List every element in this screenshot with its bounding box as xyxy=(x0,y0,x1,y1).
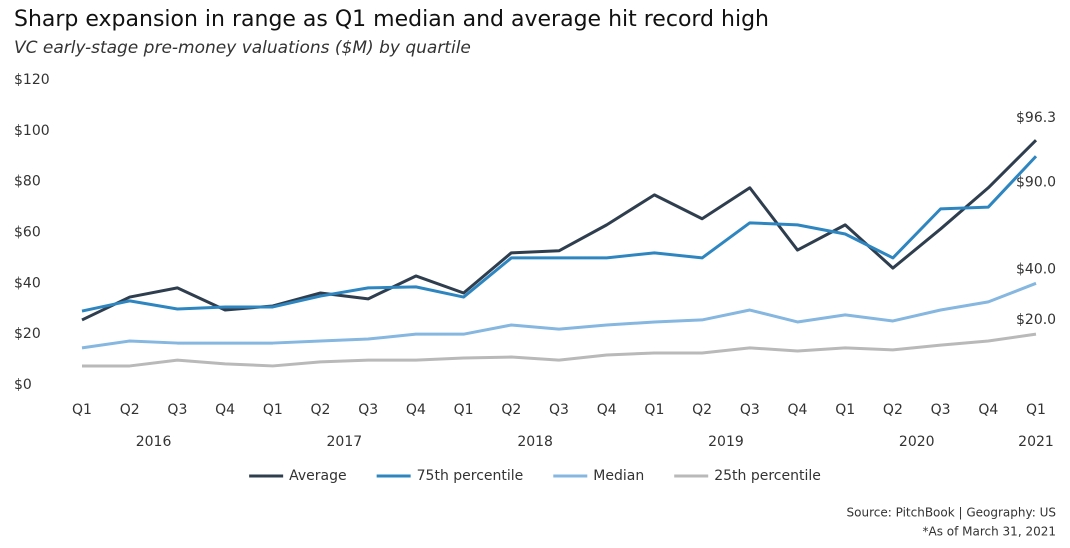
x-tick-label: Q1 xyxy=(835,402,855,418)
legend-label: 25th percentile xyxy=(714,468,821,484)
x-tick-label: Q2 xyxy=(311,402,331,418)
x-group-label: 2019 xyxy=(708,434,744,450)
x-tick-label: Q2 xyxy=(120,402,140,418)
x-tick-label: Q3 xyxy=(167,402,187,418)
x-tick-label: Q3 xyxy=(931,402,951,418)
y-tick-label: $20 xyxy=(14,326,41,342)
x-tick-label: Q2 xyxy=(692,402,712,418)
y-tick-label: $120 xyxy=(14,72,50,88)
x-tick-label: Q1 xyxy=(263,402,283,418)
legend-label: 75th percentile xyxy=(417,468,524,484)
x-tick-label: Q4 xyxy=(788,402,808,418)
value-label: $40.0 xyxy=(1016,261,1056,277)
legend-label: Average xyxy=(289,468,347,484)
x-tick-label: Q1 xyxy=(644,402,664,418)
series-line xyxy=(81,281,1037,350)
x-group-label: 2016 xyxy=(136,434,172,450)
x-tick-label: Q1 xyxy=(72,402,92,418)
x-group-label: 2017 xyxy=(327,434,363,450)
x-tick-label: Q4 xyxy=(406,402,426,418)
x-tick-label: Q3 xyxy=(358,402,378,418)
series-line xyxy=(81,139,1038,322)
x-tick-label: Q4 xyxy=(597,402,617,418)
series-line xyxy=(81,155,1038,313)
x-tick-label: Q3 xyxy=(740,402,760,418)
x-group-label: 2020 xyxy=(899,434,935,450)
chart-subtitle: VC early-stage pre-money valuations ($M)… xyxy=(14,38,471,58)
x-tick-label: Q4 xyxy=(215,402,235,418)
y-tick-label: $80 xyxy=(14,174,41,190)
y-tick-label: $100 xyxy=(14,123,50,139)
y-tick-label: $60 xyxy=(14,225,41,241)
value-label: $20.0 xyxy=(1016,312,1056,328)
y-tick-label: $40 xyxy=(14,275,41,291)
y-tick-label: $0 xyxy=(14,377,32,393)
series-line xyxy=(82,332,1037,368)
x-tick-label: Q2 xyxy=(501,402,521,418)
x-group-label: 2018 xyxy=(517,434,553,450)
value-label: $90.0 xyxy=(1016,174,1056,190)
x-group-label: 2021 xyxy=(1018,434,1054,450)
source-note: Source: PitchBook | Geography: US xyxy=(847,506,1056,520)
x-tick-label: Q4 xyxy=(978,402,998,418)
chart-title: Sharp expansion in range as Q1 median an… xyxy=(14,7,769,32)
footnote: *As of March 31, 2021 xyxy=(923,525,1057,539)
x-tick-label: Q1 xyxy=(454,402,474,418)
value-label: $96.3 xyxy=(1016,110,1056,126)
x-tick-label: Q2 xyxy=(883,402,903,418)
x-tick-label: Q1 xyxy=(1026,402,1046,418)
legend-label: Median xyxy=(593,468,644,484)
x-tick-label: Q3 xyxy=(549,402,569,418)
